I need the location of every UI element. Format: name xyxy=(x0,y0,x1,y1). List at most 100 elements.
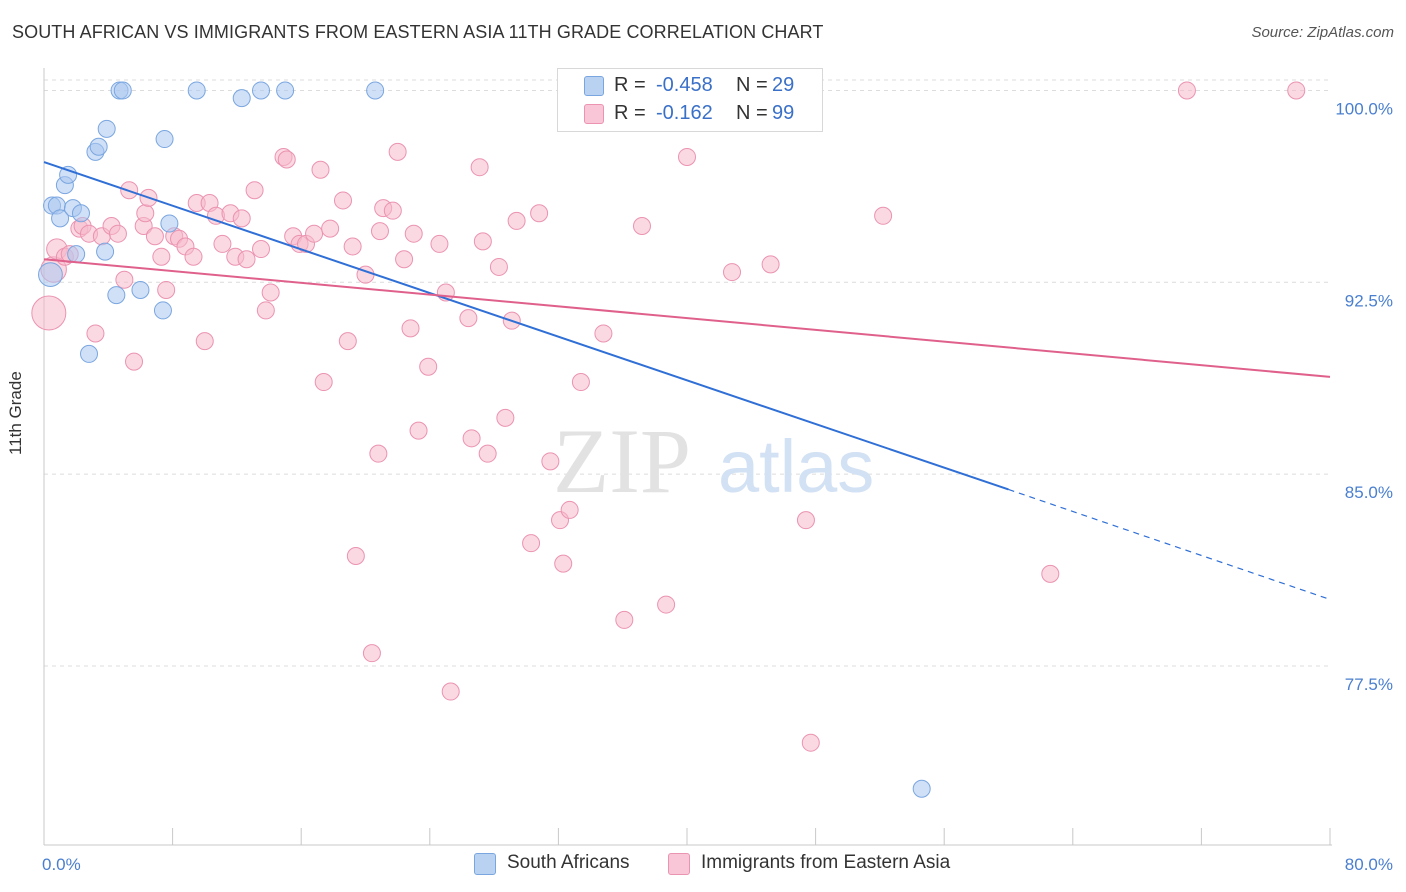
data-point xyxy=(213,234,232,253)
data-point xyxy=(801,733,820,752)
data-point xyxy=(86,324,105,343)
data-point xyxy=(489,257,508,276)
data-point xyxy=(541,452,560,471)
data-point xyxy=(232,209,251,228)
legend-swatch-pink xyxy=(584,104,604,124)
data-point xyxy=(38,262,63,288)
trend-lines xyxy=(43,161,1331,601)
data-point xyxy=(370,222,389,241)
r-value: -0.458 xyxy=(656,74,713,96)
data-point xyxy=(237,250,256,269)
data-point xyxy=(184,247,203,266)
n-label: N = xyxy=(736,74,768,96)
data-point xyxy=(419,357,438,376)
data-point xyxy=(145,227,164,246)
data-point xyxy=(115,270,134,289)
watermark-atlas: atlas xyxy=(718,425,874,508)
legend-swatch-blue xyxy=(584,76,604,96)
data-point xyxy=(107,286,126,305)
data-point xyxy=(261,283,280,302)
data-point xyxy=(97,119,116,138)
data-point xyxy=(507,211,526,230)
data-point xyxy=(522,534,541,553)
data-point xyxy=(530,204,549,223)
data-point xyxy=(252,81,271,100)
data-point xyxy=(462,429,481,448)
data-point xyxy=(362,644,381,663)
legend-label: South Africans xyxy=(507,852,630,873)
data-point xyxy=(153,301,172,320)
data-point xyxy=(277,150,296,169)
data-point xyxy=(560,500,579,519)
data-point xyxy=(571,373,590,392)
data-point xyxy=(430,234,449,253)
legend-swatch-pink xyxy=(668,853,690,875)
data-point xyxy=(232,89,251,108)
correlation-legend: R = -0.458 N = 29 R = -0.162 N = 99 xyxy=(557,68,823,132)
data-point xyxy=(554,554,573,573)
data-point xyxy=(136,204,155,223)
data-point xyxy=(314,373,333,392)
data-point xyxy=(67,245,86,264)
data-point xyxy=(678,147,696,166)
data-point xyxy=(473,232,492,251)
data-point xyxy=(395,250,414,269)
data-point xyxy=(1287,81,1306,100)
y-tick-labels: 100.0% 92.5% 85.0% 77.5% xyxy=(1335,99,1393,693)
data-point xyxy=(470,158,489,177)
data-point xyxy=(796,511,815,530)
data-point xyxy=(369,444,388,463)
data-point xyxy=(383,201,402,220)
data-point xyxy=(761,255,780,274)
data-point xyxy=(496,408,515,427)
data-point xyxy=(594,324,613,343)
legend-swatch-blue xyxy=(474,853,496,875)
x-tick-label-max: 80.0% xyxy=(1345,855,1393,874)
data-point xyxy=(155,130,174,149)
data-point xyxy=(338,332,357,351)
data-point xyxy=(80,344,99,363)
data-point xyxy=(71,204,90,223)
data-point xyxy=(276,81,295,100)
data-point xyxy=(632,217,651,236)
r-label: R = xyxy=(614,102,646,124)
data-point xyxy=(657,595,676,614)
data-point xyxy=(252,240,271,259)
watermark-zip: ZIP xyxy=(553,410,691,512)
data-point xyxy=(311,160,330,179)
axes xyxy=(43,68,1332,846)
data-point xyxy=(195,332,214,351)
n-label: N = xyxy=(736,102,768,124)
trend-line-extension-blue xyxy=(1008,488,1331,601)
data-point xyxy=(108,224,127,243)
chart-title: SOUTH AFRICAN VS IMMIGRANTS FROM EASTERN… xyxy=(12,22,824,42)
data-point xyxy=(187,81,206,100)
data-point xyxy=(343,237,362,256)
data-point xyxy=(59,165,78,184)
data-point xyxy=(459,309,478,328)
data-point xyxy=(89,137,108,156)
source-label: Source: ZipAtlas.com xyxy=(1251,24,1394,41)
data-point xyxy=(441,682,460,701)
data-point xyxy=(615,610,634,629)
data-point xyxy=(51,209,70,228)
gridlines xyxy=(44,79,1330,667)
data-point xyxy=(1041,564,1060,583)
y-tick-label: 85.0% xyxy=(1345,483,1393,502)
n-value: 99 xyxy=(772,102,795,124)
data-point xyxy=(125,352,144,371)
data-point xyxy=(346,546,365,565)
data-point xyxy=(321,219,340,238)
data-point xyxy=(333,191,352,210)
y-tick-label: 92.5% xyxy=(1345,291,1393,310)
data-point xyxy=(256,301,275,320)
data-point xyxy=(157,280,176,299)
trend-line-pink xyxy=(43,258,1331,378)
data-point xyxy=(160,214,179,233)
x-tick-label-min: 0.0% xyxy=(42,855,81,874)
data-point xyxy=(401,319,420,338)
trend-line-blue xyxy=(43,161,1009,491)
data-point xyxy=(1177,81,1196,100)
data-point xyxy=(31,295,67,331)
data-point xyxy=(366,81,385,100)
